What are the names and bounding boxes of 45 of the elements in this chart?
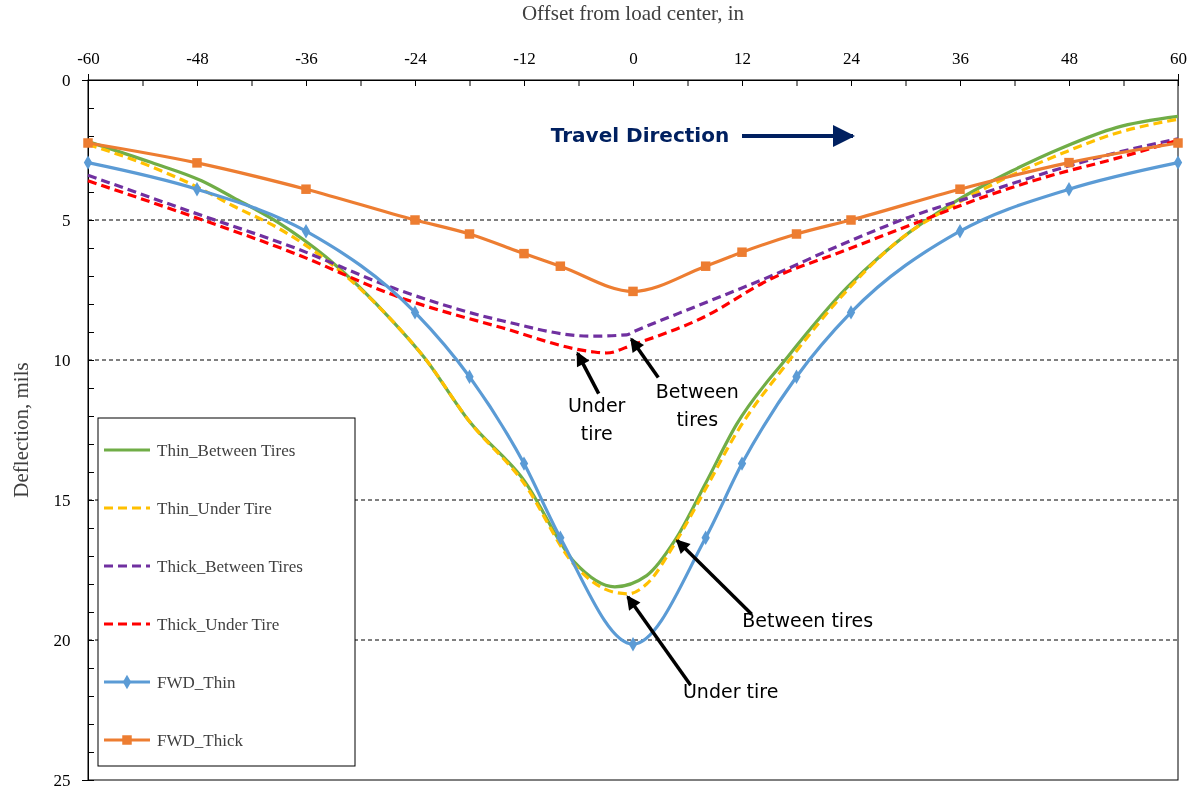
point — [464, 229, 475, 239]
annotation: Between tires — [742, 609, 874, 632]
annotation: Under tire — [682, 680, 779, 703]
point — [410, 215, 420, 225]
y-tick-label: 25 — [53, 770, 71, 790]
y-tick-label: 15 — [53, 490, 71, 510]
point — [192, 158, 202, 168]
x-tick-label: 48 — [1061, 49, 1078, 69]
point — [628, 286, 638, 297]
x-tick-label: -12 — [513, 49, 536, 69]
y-tick-label: 20 — [53, 630, 71, 650]
point — [555, 261, 566, 271]
legend-label: Thin_Between Tires — [157, 441, 296, 460]
x-tick-label: 12 — [734, 49, 751, 69]
x-tick-label: 36 — [952, 49, 969, 69]
point — [791, 229, 802, 239]
legend-label: Thin_Under Tire — [157, 499, 272, 518]
x-tick-label: 24 — [843, 49, 861, 69]
point — [737, 247, 747, 257]
point — [955, 184, 965, 194]
point — [700, 261, 711, 271]
point — [1173, 138, 1183, 148]
y-tick-label: 5 — [62, 210, 71, 230]
point — [301, 184, 311, 194]
legend-label: Thick_Between Tires — [157, 557, 303, 576]
y-tick-label: 0 — [62, 70, 71, 90]
annotation: Under tire — [567, 393, 626, 444]
y-axis-title: Deflection, mils — [9, 362, 33, 498]
x-tick-label: 60 — [1170, 49, 1187, 69]
x-tick-label: 0 — [629, 49, 638, 69]
annotation: Travel Direction — [550, 123, 730, 147]
legend-label: FWD_Thin — [157, 673, 236, 692]
x-tick-label: -48 — [186, 49, 209, 69]
point — [519, 248, 529, 259]
x-tick-label: -60 — [77, 49, 100, 69]
x-tick-label: -24 — [404, 49, 428, 69]
x-tick-label: -36 — [295, 49, 318, 69]
point — [83, 138, 93, 148]
y-tick-label: 10 — [53, 350, 71, 370]
point — [1064, 157, 1074, 168]
legend-label: FWD_Thick — [157, 731, 244, 750]
annotation: Between tires — [655, 379, 739, 430]
x-axis-title: Offset from load center, in — [521, 1, 745, 25]
point — [846, 215, 856, 225]
legend-label: Thick_Under Tire — [157, 615, 280, 634]
